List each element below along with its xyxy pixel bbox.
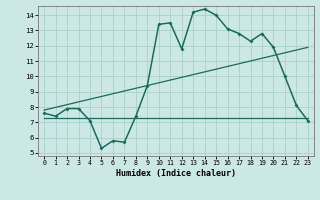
X-axis label: Humidex (Indice chaleur): Humidex (Indice chaleur) [116, 169, 236, 178]
